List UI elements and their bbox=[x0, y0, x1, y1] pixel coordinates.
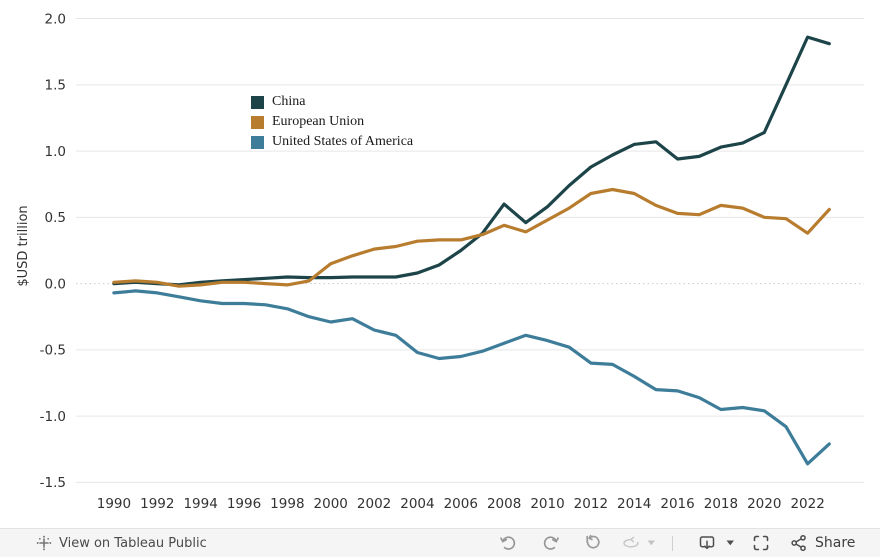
share-icon bbox=[791, 534, 806, 552]
x-tick-label: 2000 bbox=[314, 496, 348, 512]
x-tick-label: 2006 bbox=[444, 496, 478, 512]
legend: China European Union United States of Am… bbox=[251, 92, 413, 152]
x-tick-label: 2020 bbox=[747, 496, 781, 512]
x-tick-label: 1990 bbox=[97, 496, 131, 512]
legend-item-china[interactable]: China bbox=[251, 92, 413, 112]
y-tick-label: 2.0 bbox=[45, 11, 66, 27]
fullscreen-button[interactable] bbox=[751, 533, 771, 553]
x-tick-label: 1994 bbox=[183, 496, 217, 512]
x-tick-label: 1996 bbox=[227, 496, 261, 512]
undo-icon bbox=[500, 536, 516, 550]
x-tick-label: 2022 bbox=[790, 496, 824, 512]
share-label: Share bbox=[815, 535, 856, 551]
y-tick-label: 1.5 bbox=[45, 78, 66, 94]
caret-down-icon bbox=[726, 540, 734, 546]
legend-item-european-union[interactable]: European Union bbox=[251, 112, 413, 132]
x-tick-label: 2012 bbox=[574, 496, 608, 512]
fullscreen-icon bbox=[753, 535, 769, 551]
line-chart: $USD trillion 2.0 1.5 1.0 0.5 0.0 -0.5 -1.0 -1.… bbox=[16, 11, 864, 512]
china-swatch-icon bbox=[251, 95, 264, 109]
series-line-united-states-of-america[interactable] bbox=[112, 289, 831, 466]
y-axis-ticks: 2.0 1.5 1.0 0.5 0.0 -0.5 -1.0 -1.5 bbox=[40, 11, 66, 491]
tableau-logo-icon bbox=[36, 535, 52, 551]
x-tick-label: 2008 bbox=[487, 496, 521, 512]
download-button[interactable] bbox=[697, 533, 717, 553]
legend-label: United States of America bbox=[272, 134, 414, 149]
x-tick-label: 2016 bbox=[660, 496, 694, 512]
refresh-icon bbox=[623, 536, 639, 548]
y-tick-label: -1.5 bbox=[40, 475, 66, 491]
x-tick-label: 2018 bbox=[704, 496, 738, 512]
refresh-button[interactable] bbox=[621, 533, 641, 553]
undo-button[interactable] bbox=[498, 533, 518, 553]
x-tick-label: 2002 bbox=[357, 496, 391, 512]
share-button[interactable]: Share bbox=[789, 533, 855, 553]
redo-button[interactable] bbox=[541, 533, 561, 553]
y-tick-label: 0.5 bbox=[45, 210, 66, 226]
united-states-swatch-icon bbox=[251, 135, 264, 149]
y-axis-title: $USD trillion bbox=[16, 205, 31, 286]
reset-icon bbox=[586, 534, 600, 549]
x-tick-label: 1992 bbox=[140, 496, 174, 512]
caret-down-icon bbox=[647, 540, 655, 546]
x-tick-label: 1998 bbox=[270, 496, 304, 512]
x-tick-label: 2010 bbox=[530, 496, 564, 512]
refresh-caret-button[interactable] bbox=[645, 533, 657, 553]
european-union-swatch-icon bbox=[251, 115, 264, 129]
x-axis-ticks: 1990 1992 1994 1996 1998 2000 2002 2004 2006 2008… bbox=[97, 496, 825, 512]
y-tick-label: -0.5 bbox=[40, 343, 66, 359]
legend-item-united-states[interactable]: United States of America bbox=[251, 132, 413, 152]
x-tick-label: 2004 bbox=[400, 496, 434, 512]
view-on-tableau-public-label: View on Tableau Public bbox=[59, 535, 207, 551]
redo-icon bbox=[543, 536, 559, 550]
legend-label: European Union bbox=[272, 114, 365, 129]
series-line-china[interactable] bbox=[112, 35, 831, 287]
y-tick-label: -1.0 bbox=[40, 409, 66, 425]
series-line-european-union[interactable] bbox=[112, 187, 831, 288]
series-lines bbox=[112, 35, 831, 466]
reset-button[interactable] bbox=[583, 533, 603, 553]
view-on-tableau-public-link[interactable]: View on Tableau Public bbox=[36, 529, 207, 557]
download-icon bbox=[699, 536, 715, 550]
tableau-footer-toolbar: View on Tableau Public bbox=[0, 528, 880, 557]
toolbar-separator bbox=[672, 536, 673, 551]
download-caret-button[interactable] bbox=[724, 533, 736, 553]
legend-label: China bbox=[272, 94, 306, 109]
y-tick-label: 1.0 bbox=[45, 144, 66, 160]
x-tick-label: 2014 bbox=[617, 496, 651, 512]
y-tick-label: 0.0 bbox=[45, 276, 66, 292]
gridlines bbox=[76, 18, 864, 483]
